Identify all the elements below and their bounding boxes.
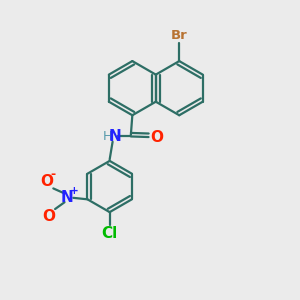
Text: Cl: Cl: [101, 226, 118, 241]
Text: -: -: [51, 168, 56, 181]
Text: O: O: [150, 130, 163, 145]
Text: O: O: [42, 209, 55, 224]
Text: N: N: [61, 190, 74, 205]
Text: N: N: [109, 129, 121, 144]
Text: Br: Br: [171, 29, 188, 42]
Text: +: +: [70, 186, 78, 197]
Text: O: O: [40, 174, 53, 189]
Text: H: H: [103, 130, 112, 143]
